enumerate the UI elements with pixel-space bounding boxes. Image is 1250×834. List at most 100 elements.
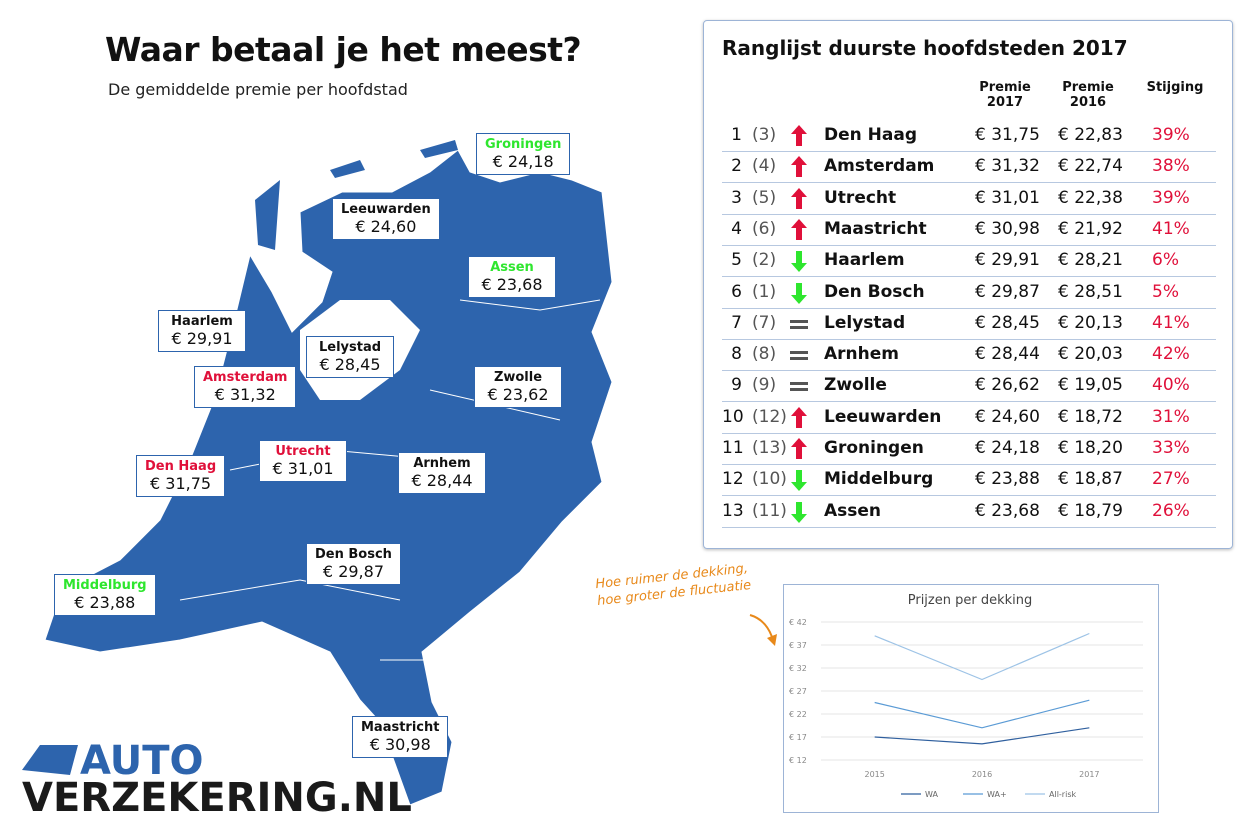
series-line xyxy=(874,632,1090,681)
city-name: Arnhem xyxy=(413,456,471,471)
table-row: 13 (11) Assen € 23,68 € 18,79 26% xyxy=(722,497,1216,528)
city-name: Lelystad xyxy=(318,340,382,355)
city: Amsterdam xyxy=(824,156,935,177)
increase: 39% xyxy=(1152,187,1190,208)
table-row: 5 (2) Haarlem € 29,91 € 28,21 6% xyxy=(722,246,1216,278)
y-tick-label: € 12 xyxy=(789,756,807,765)
x-tick-label: 2016 xyxy=(972,770,992,779)
previous-rank: (4) xyxy=(752,156,777,177)
previous-rank: (1) xyxy=(752,281,777,302)
map-label: Amsterdam € 31,32 xyxy=(194,366,297,408)
premium-2017: € 24,60 xyxy=(975,406,1040,427)
rank: 4 xyxy=(731,218,742,239)
car-icon xyxy=(22,745,78,775)
city-name: Zwolle xyxy=(493,370,543,385)
line-chart: Prijzen per dekking € 12 € 17 € 22 € 27 € 32… xyxy=(789,593,1143,799)
trend-icon xyxy=(791,470,807,492)
line-chart-card xyxy=(783,584,1159,813)
x-tick-label: 2017 xyxy=(1079,770,1099,779)
table-row: 8 (8) Arnhem € 28,44 € 20,03 42% xyxy=(722,340,1216,372)
increase: 39% xyxy=(1152,125,1190,145)
y-tick-label: € 37 xyxy=(789,641,807,650)
rank: 1 xyxy=(731,125,742,145)
table-row: 11 (13) Groningen € 24,18 € 18,20 33% xyxy=(722,434,1216,465)
city-price: € 24,18 xyxy=(492,152,554,171)
rank: 12 xyxy=(722,469,744,490)
city-price: € 23,88 xyxy=(74,593,136,612)
trend-icon xyxy=(791,501,807,523)
premium-2016: € 28,21 xyxy=(1058,250,1123,271)
map-label: Utrecht € 31,01 xyxy=(259,440,347,482)
subtitle: De gemiddelde premie per hoofdstad xyxy=(108,80,408,99)
trend-icon xyxy=(791,218,807,240)
increase: 27% xyxy=(1152,469,1190,490)
series-line xyxy=(874,727,1090,745)
previous-rank: (7) xyxy=(752,312,777,333)
map-label: Arnhem € 28,44 xyxy=(398,452,486,494)
city: Den Haag xyxy=(824,125,918,145)
premium-2017: € 31,75 xyxy=(975,125,1040,145)
chart-title: Prijzen per dekking xyxy=(908,593,1033,608)
increase: 6% xyxy=(1152,250,1179,271)
previous-rank: (2) xyxy=(752,250,777,271)
premium-2017: € 28,44 xyxy=(975,344,1040,365)
column-header: Premie 2017 xyxy=(979,80,1031,110)
increase: 5% xyxy=(1152,281,1179,302)
y-tick-label: € 17 xyxy=(789,733,807,742)
map-label: Haarlem € 29,91 xyxy=(158,310,246,352)
table-row: 3 (5) Utrecht € 31,01 € 22,38 39% xyxy=(722,184,1216,215)
previous-rank: (8) xyxy=(752,344,777,365)
rank: 11 xyxy=(722,438,744,458)
column-header: Stijging xyxy=(1146,80,1204,95)
rank: 8 xyxy=(731,344,742,365)
map-label: Zwolle € 23,62 xyxy=(474,366,562,408)
table-row: 2 (4) Amsterdam € 31,32 € 22,74 38% xyxy=(722,152,1216,184)
table-row: 4 (6) Maastricht € 30,98 € 21,92 41% xyxy=(722,215,1216,246)
city-price: € 29,87 xyxy=(322,562,384,581)
logo-text: VERZEKERING.NL xyxy=(22,775,412,821)
island xyxy=(255,140,458,250)
table-row: 10 (12) Leeuwarden € 24,60 € 18,72 31% xyxy=(722,403,1216,434)
map-label: Den Haag € 31,75 xyxy=(136,455,226,497)
map-label: Den Bosch € 29,87 xyxy=(306,543,401,585)
city: Assen xyxy=(824,500,882,521)
premium-2017: € 30,98 xyxy=(975,218,1040,239)
trend-icon xyxy=(790,382,808,392)
city-name: Assen xyxy=(490,260,534,275)
premium-2017: € 28,45 xyxy=(975,312,1040,333)
city-name: Maastricht xyxy=(361,720,440,735)
city: Groningen xyxy=(824,438,924,458)
premium-2017: € 31,32 xyxy=(975,156,1040,177)
map-label: Lelystad € 28,45 xyxy=(306,336,394,378)
logo-text: AUTO xyxy=(80,738,204,784)
increase: 40% xyxy=(1152,375,1190,396)
city: Zwolle xyxy=(824,375,887,396)
city-price: € 23,68 xyxy=(481,275,543,294)
city-price: € 31,01 xyxy=(272,459,334,478)
premium-2016: € 18,87 xyxy=(1058,469,1123,490)
city: Utrecht xyxy=(824,187,897,208)
table-title: Ranglijst duurste hoofdsteden 2017 xyxy=(722,36,1128,60)
increase: 26% xyxy=(1152,500,1190,521)
premium-2017: € 24,18 xyxy=(975,438,1040,458)
trend-icon xyxy=(791,156,807,178)
y-tick-label: € 32 xyxy=(789,664,807,673)
previous-rank: (9) xyxy=(752,375,777,396)
city-price: € 30,98 xyxy=(369,735,431,754)
annotation-arrow xyxy=(749,614,777,646)
table-row: 7 (7) Lelystad € 28,45 € 20,13 41% xyxy=(722,309,1216,340)
rank: 7 xyxy=(731,312,742,333)
city-name: Utrecht xyxy=(275,444,331,459)
trend-icon xyxy=(791,438,807,459)
premium-2017: € 31,01 xyxy=(975,187,1040,208)
trend-icon xyxy=(791,251,807,273)
map-label: Assen € 23,68 xyxy=(468,256,556,298)
increase: 41% xyxy=(1152,312,1190,333)
city-price: € 23,62 xyxy=(487,385,549,404)
premium-2017: € 29,87 xyxy=(975,281,1040,302)
premium-2016: € 18,20 xyxy=(1058,438,1123,458)
previous-rank: (12) xyxy=(752,406,787,427)
increase: 42% xyxy=(1152,344,1190,365)
premium-2016: € 28,51 xyxy=(1058,281,1123,302)
